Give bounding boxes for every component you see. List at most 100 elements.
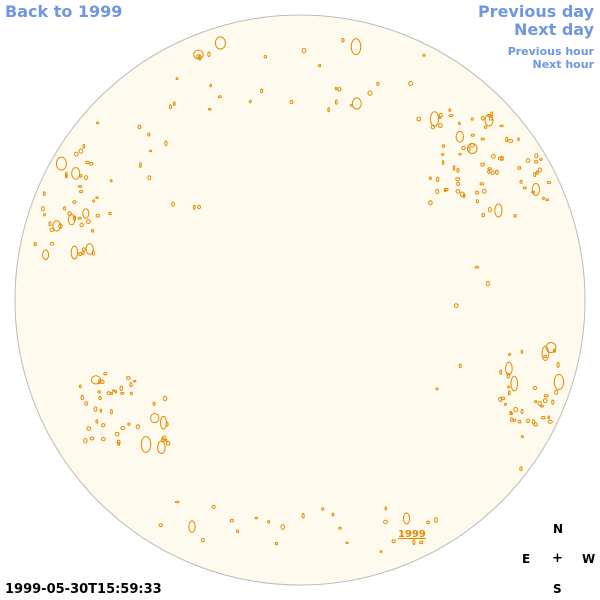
contour-mark [441,160,445,166]
contour-mark [440,153,445,156]
compass-south: S [553,582,562,596]
contour-mark [419,540,424,545]
contour-mark [338,526,342,530]
previous-hour-link[interactable]: Previous hour [507,45,594,58]
contour-mark [120,425,126,431]
contour-mark [67,211,72,217]
contour-mark [248,99,252,104]
contour-mark [480,137,485,141]
contour-mark [158,523,163,528]
contour-mark [507,353,512,356]
contour-mark [110,409,113,415]
contour-mark [470,133,475,137]
contour-mark [331,512,335,517]
contour-mark [58,223,63,229]
contour-mark [90,375,102,385]
contour-mark [547,415,551,420]
contour-mark [80,394,84,401]
contour-mark [274,541,279,546]
back-to-year-link[interactable]: Back to 1999 [5,2,123,21]
contour-mark [379,550,383,553]
contour-mark [520,435,524,439]
contour-mark [490,170,495,176]
contour-mark [509,411,514,416]
contour-mark [391,539,396,544]
contour-mark [488,206,492,213]
contour-mark [517,137,520,142]
contour-mark [127,422,131,426]
contour-mark [112,389,115,392]
contour-mark [33,242,37,247]
contour-mark [488,116,493,121]
contour-mark [147,175,152,181]
next-day-link[interactable]: Next day [514,20,594,39]
contour-mark [41,206,45,212]
contour-mark [214,36,226,50]
contour-mark [543,394,549,398]
contour-mark [334,86,338,91]
contour-mark [543,354,548,359]
contour-mark [522,186,527,190]
contour-mark [448,114,454,117]
previous-day-link[interactable]: Previous day [477,2,594,21]
contour-mark [169,104,172,110]
contour-mark [114,390,118,394]
contour-mark [494,203,503,218]
contour-mark [254,516,258,520]
contour-mark [456,181,461,186]
contour-mark [85,243,94,255]
contour-mark [453,303,459,309]
contour-mark [135,424,141,430]
contour-mark [517,166,522,170]
contour-mark [545,342,557,353]
contour-mark [470,117,474,121]
contour-mark [229,518,234,523]
contour-mark [487,169,491,174]
year-link[interactable]: 1999 [398,529,426,540]
contour-mark [349,103,354,107]
contour-mark [351,97,362,110]
contour-mark [236,529,240,534]
contour-mark [505,136,509,143]
contour-mark [175,77,179,80]
contour-mark [129,391,133,396]
contour-mark [78,148,84,154]
contour-mark [164,140,168,147]
contour-mark [435,188,440,195]
contour-mark [109,179,113,183]
contour-mark [491,154,496,159]
contour-mark [100,379,105,384]
next-hour-link[interactable]: Next hour [532,58,595,71]
contour-mark [48,221,52,227]
contour-mark [526,418,531,424]
compass-east: E [522,552,531,566]
contour-mark [79,190,84,194]
contour-mark [81,247,86,252]
contour-mark [82,143,86,149]
contour-mark [456,167,460,173]
contour-mark [192,204,196,210]
contour-mark [83,437,88,444]
contour-mark [207,51,211,58]
contour-mark [91,229,95,233]
contour-mark [81,251,85,256]
contour-mark [82,208,90,219]
contour-mark [99,408,103,413]
contour-mark [429,176,432,180]
contour-mark [106,391,111,396]
contour-mark [161,435,167,441]
contour-mark [133,379,137,383]
contour-mark [78,384,82,389]
contour-mark [95,419,99,424]
contour-mark [458,363,462,369]
contour-mark [137,124,142,130]
magnetic-contours [33,36,565,553]
contour-mark [422,53,426,57]
contour-mark [70,245,79,260]
contour-mark [537,400,542,406]
contour-mark [42,191,46,197]
contour-mark [537,167,542,173]
contour-mark [452,165,456,171]
contour-mark [43,213,46,217]
contour-mark [79,222,84,228]
